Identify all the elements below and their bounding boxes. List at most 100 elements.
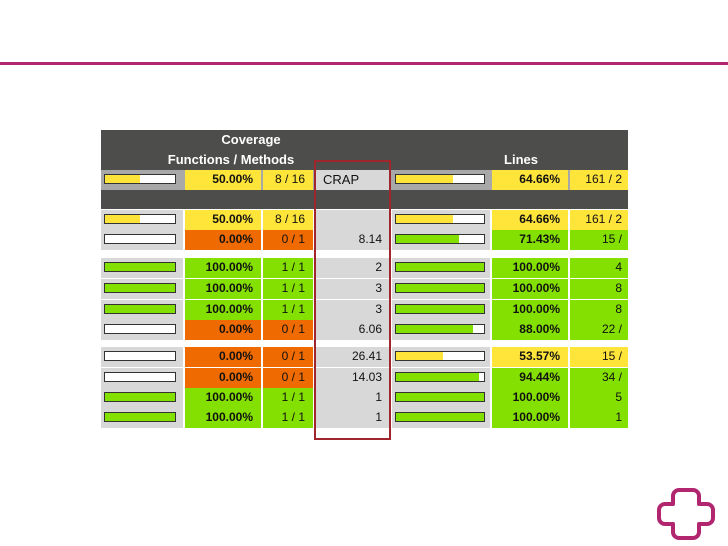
func-coverage-ratio: 0 / 1 [281, 232, 305, 246]
func-coverage-ratio: 1 / 1 [281, 302, 305, 316]
func-coverage-ratio: 8 / 16 [274, 212, 305, 226]
line-coverage-bar [395, 324, 485, 334]
func-pct-cell: 0.00% [185, 230, 261, 250]
method-row: 100.00% 1 / 1 1 100.00% 1 [101, 408, 628, 428]
func-pct-cell: 100.00% [185, 300, 261, 320]
summary-func-pct: 50.00% [212, 172, 253, 186]
func-bar-cell [101, 347, 183, 367]
func-coverage-ratio: 0 / 1 [281, 322, 305, 336]
crap-cell [315, 210, 390, 230]
func-bar-cell [101, 230, 183, 250]
line-coverage-pct: 100.00% [512, 281, 560, 295]
line-coverage-bar-fill [396, 235, 459, 243]
func-pct-cell: 0.00% [185, 320, 261, 340]
func-bar-cell [101, 320, 183, 340]
line-bar-cell [392, 300, 490, 320]
class-subtotal-row: 50.00% 8 / 16 64.66% 161 / 2 [101, 210, 628, 230]
line-bar-cell [392, 230, 490, 250]
summary-func-bar [104, 174, 176, 184]
summary-func-bar-fill [105, 175, 140, 183]
crap-value: 3 [375, 302, 382, 316]
func-coverage-bar-fill [105, 284, 175, 292]
summary-line-pct: 64.66% [519, 172, 560, 186]
func-coverage-pct: 100.00% [205, 390, 253, 404]
func-ratio-cell: 0 / 1 [263, 230, 313, 250]
func-ratio-cell: 0 / 1 [263, 320, 313, 340]
func-bar-cell [101, 258, 183, 278]
summary-line-ratio-cell: 161 / 2 [570, 170, 628, 190]
line-pct-cell: 53.57% [492, 347, 568, 367]
func-bar-cell [101, 408, 183, 428]
brand-logo-icon [657, 488, 715, 540]
func-ratio-cell: 1 / 1 [263, 388, 313, 408]
summary-line-bar-cell [392, 170, 490, 190]
line-coverage-bar-fill [396, 215, 453, 223]
line-coverage-ratio: 34 / [601, 370, 622, 384]
crap-column-header: CRAP [323, 172, 360, 187]
line-bar-cell [392, 320, 490, 340]
line-coverage-pct: 100.00% [512, 302, 560, 316]
line-ratio-cell: 8 [570, 300, 628, 320]
line-ratio-cell: 34 / [570, 368, 628, 388]
line-pct-cell: 64.66% [492, 210, 568, 230]
summary-line-bar-fill [396, 175, 453, 183]
line-coverage-bar [395, 392, 485, 402]
line-coverage-ratio: 22 / [601, 322, 622, 336]
line-coverage-bar [395, 214, 485, 224]
func-pct-cell: 0.00% [185, 368, 261, 388]
line-coverage-bar-fill [396, 284, 484, 292]
line-coverage-pct: 100.00% [512, 260, 560, 274]
line-coverage-bar-fill [396, 325, 474, 333]
func-coverage-bar-fill [105, 413, 175, 421]
summary-func-ratio: 8 / 16 [274, 172, 305, 186]
functions-methods-heading: Functions / Methods [167, 152, 295, 167]
crap-cell: 2 [315, 258, 390, 278]
func-pct-cell: 100.00% [185, 279, 261, 299]
func-coverage-bar-fill [105, 393, 175, 401]
line-coverage-ratio: 8 [615, 302, 622, 316]
crap-value: 6.06 [358, 322, 382, 336]
func-coverage-pct: 0.00% [218, 349, 253, 363]
func-pct-cell: 50.00% [185, 210, 261, 230]
coverage-report-table: Coverage Functions / Methods Lines 50.00… [101, 130, 628, 440]
lines-heading: Lines [504, 152, 538, 167]
line-bar-cell [392, 388, 490, 408]
func-coverage-ratio: 0 / 1 [281, 349, 305, 363]
line-ratio-cell: 4 [570, 258, 628, 278]
line-coverage-bar-fill [396, 413, 484, 421]
line-pct-cell: 100.00% [492, 279, 568, 299]
line-pct-cell: 94.44% [492, 368, 568, 388]
line-coverage-ratio: 5 [615, 390, 622, 404]
line-coverage-ratio: 161 / 2 [585, 212, 622, 226]
func-pct-cell: 100.00% [185, 388, 261, 408]
func-bar-cell [101, 368, 183, 388]
line-coverage-ratio: 15 / [601, 232, 622, 246]
func-coverage-bar [104, 351, 176, 361]
line-coverage-pct: 100.00% [512, 410, 560, 424]
line-pct-cell: 71.43% [492, 230, 568, 250]
line-coverage-bar [395, 372, 485, 382]
line-pct-cell: 100.00% [492, 300, 568, 320]
line-coverage-pct: 71.43% [519, 232, 560, 246]
func-coverage-ratio: 0 / 1 [281, 370, 305, 384]
func-coverage-pct: 100.00% [205, 410, 253, 424]
line-pct-cell: 100.00% [492, 388, 568, 408]
line-ratio-cell: 15 / [570, 347, 628, 367]
crap-value: 1 [375, 410, 382, 424]
crap-cell: 1 [315, 388, 390, 408]
func-coverage-ratio: 1 / 1 [281, 281, 305, 295]
func-coverage-pct: 100.00% [205, 260, 253, 274]
header-row-coverage: Coverage [101, 130, 628, 150]
line-bar-cell [392, 347, 490, 367]
method-row: 100.00% 1 / 1 2 100.00% 4 [101, 258, 628, 278]
line-pct-cell: 100.00% [492, 258, 568, 278]
summary-crap-cell: CRAP [315, 170, 390, 190]
func-ratio-cell: 8 / 16 [263, 210, 313, 230]
line-coverage-bar-fill [396, 263, 484, 271]
func-ratio-cell: 1 / 1 [263, 300, 313, 320]
func-coverage-bar [104, 283, 176, 293]
crap-value: 26.41 [351, 349, 382, 363]
func-coverage-bar-fill [105, 263, 175, 271]
line-ratio-cell: 8 [570, 279, 628, 299]
line-pct-cell: 88.00% [492, 320, 568, 340]
